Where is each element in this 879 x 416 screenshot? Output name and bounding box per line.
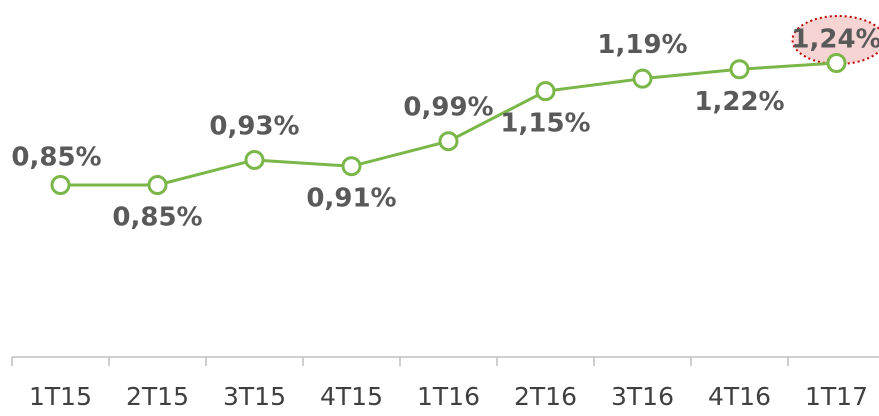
marker <box>632 68 653 89</box>
x-tick-label: 4T15 <box>320 382 383 411</box>
x-tick-label: 1T15 <box>29 382 92 411</box>
marker <box>244 149 265 170</box>
x-tick-label: 1T16 <box>417 382 480 411</box>
x-tick-label: 3T16 <box>611 382 674 411</box>
x-tick-label: 3T15 <box>223 382 286 411</box>
data-label: 0,99% <box>403 93 493 123</box>
data-label: 0,85% <box>112 203 202 233</box>
marker <box>826 53 847 73</box>
data-label: 1,24% <box>791 25 879 55</box>
marker <box>535 81 556 102</box>
data-label: 0,85% <box>11 143 101 173</box>
x-tick-label: 2T15 <box>126 382 189 411</box>
data-label: 1,22% <box>694 87 784 117</box>
data-label: 0,93% <box>209 111 299 141</box>
data-label: 0,91% <box>306 184 396 214</box>
marker <box>729 59 750 80</box>
marker <box>147 175 168 195</box>
x-tick-label: 4T16 <box>708 382 771 411</box>
marker <box>341 156 362 177</box>
line <box>60 61 837 187</box>
marker <box>50 175 71 195</box>
data-label: 1,15% <box>500 109 590 139</box>
data-label: 1,19% <box>597 30 687 60</box>
x-tick-label: 1T17 <box>805 382 868 411</box>
x-tick-label: 2T16 <box>514 382 577 411</box>
marker <box>438 131 459 152</box>
